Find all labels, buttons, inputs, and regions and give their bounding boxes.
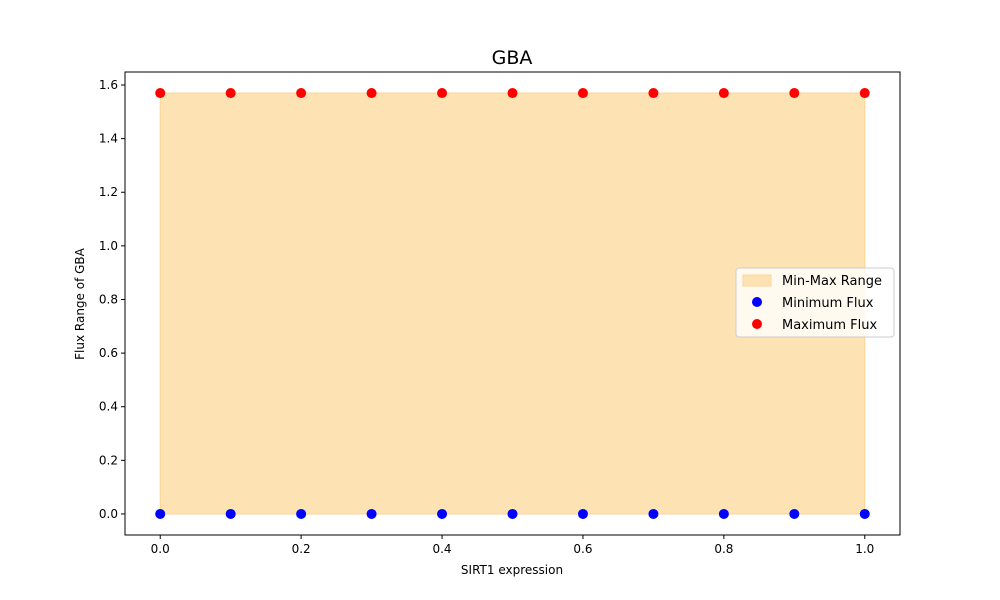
max-flux-point: [577, 88, 588, 99]
legend-marker-minimum-flux: [752, 297, 762, 307]
min-flux-point: [296, 508, 307, 519]
max-flux-point: [296, 88, 307, 99]
legend: Min-Max Range Minimum Flux Maximum Flux: [735, 267, 895, 338]
max-flux-point: [507, 88, 518, 99]
y-tick-label: 1.2: [99, 185, 118, 199]
max-flux-point: [225, 88, 236, 99]
series-maximum-flux: [155, 88, 870, 99]
legend-marker-maximum-flux: [752, 319, 762, 329]
max-flux-point: [859, 88, 870, 99]
chart-title: GBA: [492, 47, 533, 69]
max-flux-point: [648, 88, 659, 99]
y-tick-label: 0.2: [99, 453, 118, 467]
y-tick-label: 1.0: [99, 239, 118, 253]
y-tick-label: 1.4: [99, 132, 118, 146]
x-tick-label: 0.6: [573, 542, 592, 556]
legend-label-minimum-flux: Minimum Flux: [782, 296, 874, 311]
x-tick-label: 1.0: [855, 542, 874, 556]
y-axis: 0.0 0.2 0.4 0.6 0.8 1.0 1.2 1.4 1.6: [99, 78, 125, 521]
legend-box: [735, 267, 895, 338]
x-tick-label: 0.8: [714, 542, 733, 556]
x-tick-label: 0.0: [151, 542, 170, 556]
min-flux-point: [366, 508, 377, 519]
min-flux-point: [437, 508, 448, 519]
x-axis-title: SIRT1 expression: [461, 563, 563, 577]
plot-area: [155, 88, 870, 519]
max-flux-point: [366, 88, 377, 99]
min-flux-point: [859, 508, 870, 519]
y-tick-label: 1.6: [99, 78, 118, 92]
y-tick-label: 0.0: [99, 507, 118, 521]
legend-label-maximum-flux: Maximum Flux: [782, 318, 878, 333]
max-flux-point: [718, 88, 729, 99]
x-axis: 0.0 0.2 0.4 0.6 0.8 1.0: [151, 535, 874, 556]
max-flux-point: [437, 88, 448, 99]
min-flux-point: [648, 508, 659, 519]
axes-frame: [124, 71, 901, 536]
min-flux-point: [718, 508, 729, 519]
legend-label-min-max-range: Min-Max Range: [782, 274, 882, 289]
y-axis-title: Flux Range of GBA: [73, 247, 87, 360]
min-flux-point: [577, 508, 588, 519]
min-flux-point: [507, 508, 518, 519]
series-minimum-flux: [155, 508, 870, 519]
min-flux-point: [225, 508, 236, 519]
max-flux-point: [789, 88, 800, 99]
legend-swatch-min-max-range: [742, 274, 772, 287]
x-tick-label: 0.2: [292, 542, 311, 556]
min-flux-point: [155, 508, 166, 519]
y-tick-label: 0.4: [99, 400, 118, 414]
min-flux-point: [789, 508, 800, 519]
y-tick-label: 0.8: [99, 292, 118, 306]
max-flux-point: [155, 88, 166, 99]
y-tick-label: 0.6: [99, 346, 118, 360]
x-tick-label: 0.4: [432, 542, 451, 556]
